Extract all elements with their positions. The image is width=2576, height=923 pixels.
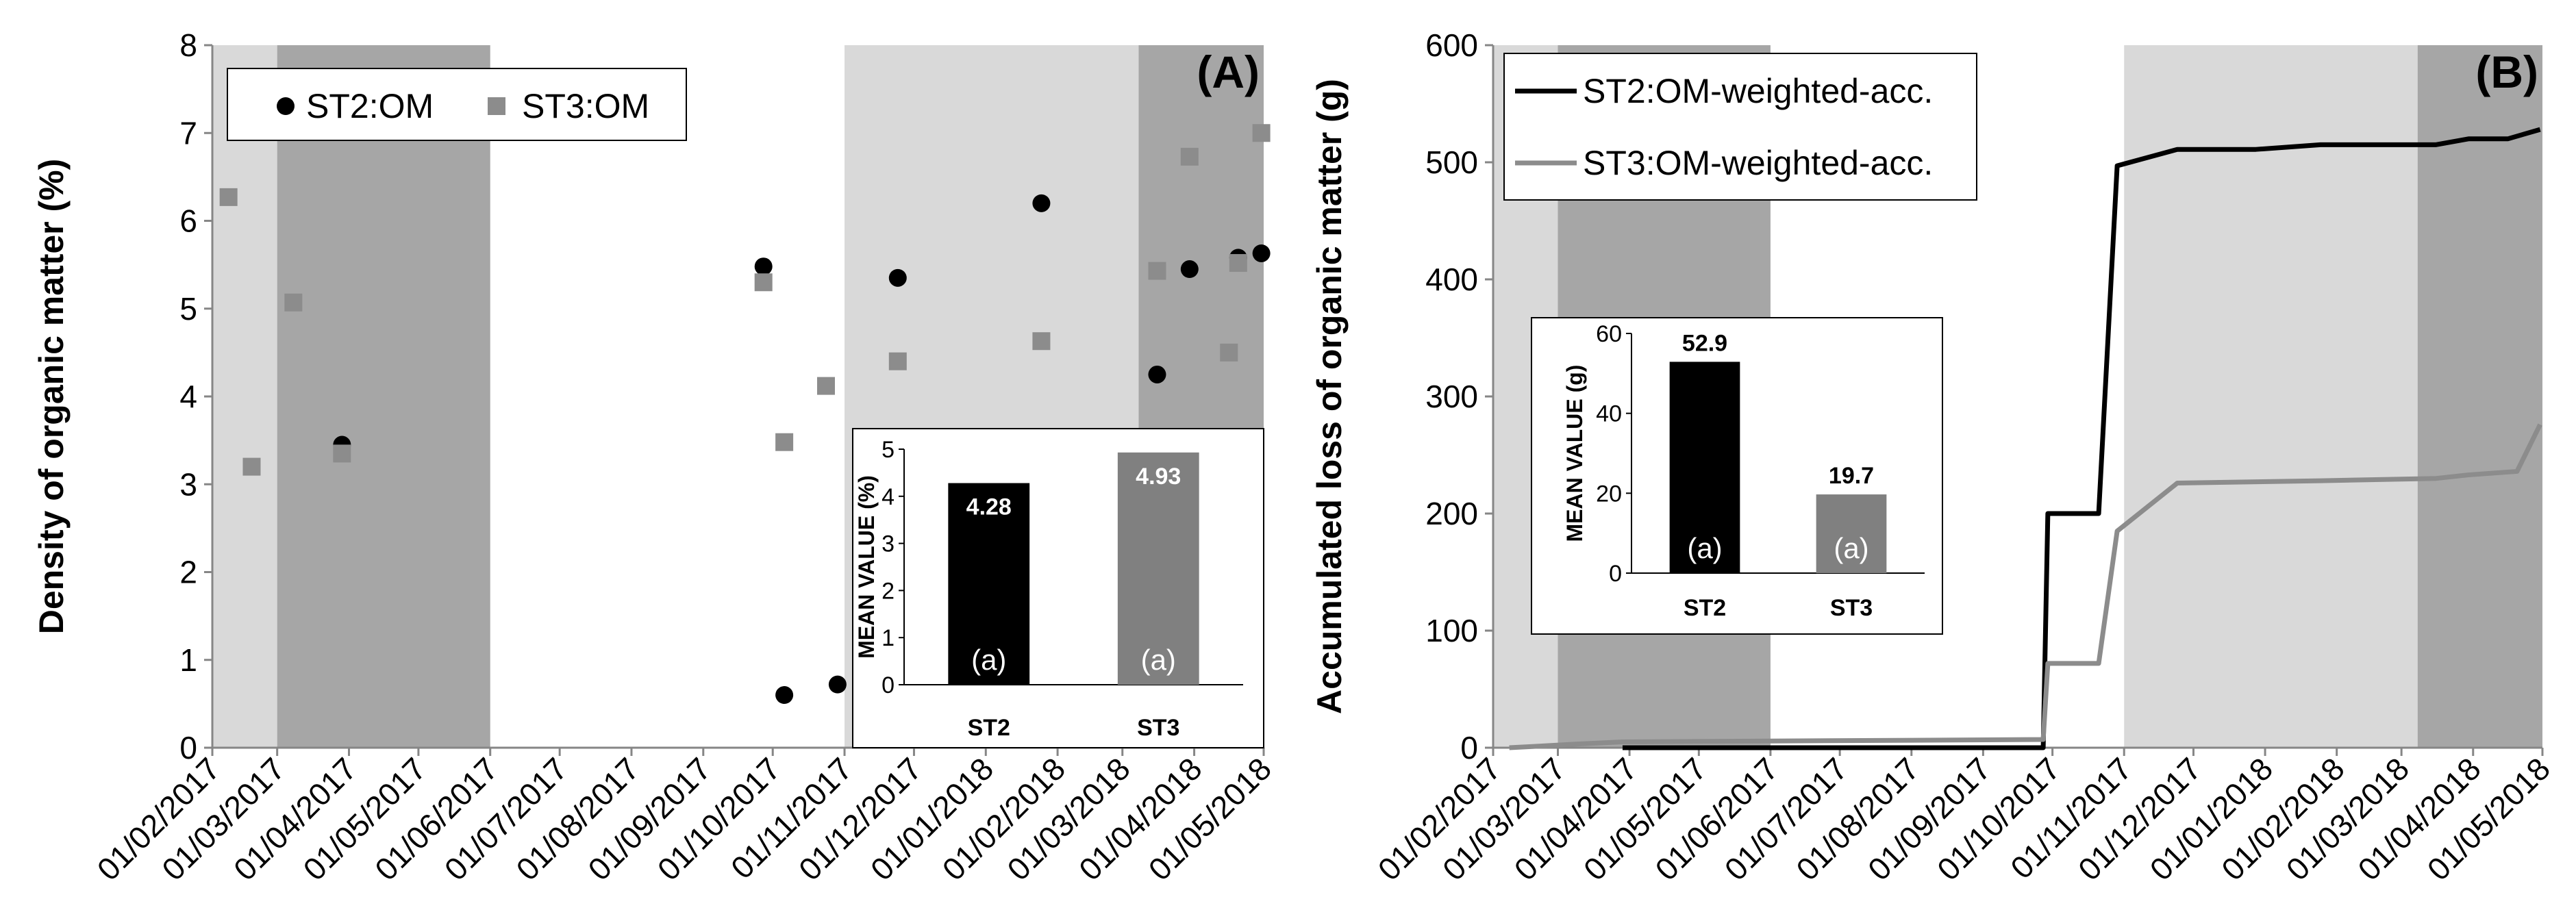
panel-label: (A) [1197,47,1260,97]
y-tick-label: 3 [179,466,197,502]
inset-bar-chart: 0 20 40 60 MEAN VALUE (g) 52.9 (a) ST2 19.7 (a) ST… [1531,317,1943,635]
y-axis-title: Density of organic matter (%) [32,159,71,635]
inset-y-tick-label: 0 [881,672,895,698]
inset-bar-st2 [1669,362,1740,573]
legend-marker-st3 [488,97,505,115]
inset-category-st3: ST3 [1137,715,1179,741]
y-axis-title: Accumulated loss of organic matter (g) [1310,79,1349,714]
y-tick-label: 6 [179,203,197,239]
data-point-st3 [1180,147,1199,166]
series-line-st3 [1509,423,2542,750]
legend-label-st2: ST2:OM [306,87,434,125]
chart-panel-a: 01234567801/02/201701/03/201701/04/20170… [32,27,1278,887]
data-point-st2 [1032,194,1051,212]
inset-y-tick-label: 5 [881,437,895,463]
legend: ST2:OM ST3:OM [227,68,687,141]
data-point-st3 [219,188,238,206]
y-tick-label: 5 [179,291,197,327]
inset-y-tick-label: 20 [1596,481,1622,507]
inset-y-tick-label: 0 [1609,561,1622,587]
y-tick-label: 500 [1425,144,1478,180]
inset-box [852,428,1264,748]
inset-y-axis-title: MEAN VALUE (g) [1562,365,1587,542]
inset-significance-st2: (a) [1687,532,1722,564]
inset-y-tick-label: 1 [881,625,895,651]
data-point-st3 [888,352,907,370]
data-point-st2 [1180,260,1199,279]
y-tick-label: 0 [179,730,197,766]
y-tick-label: 8 [179,27,197,63]
data-point-st2 [828,675,847,694]
y-tick-label: 7 [179,115,197,151]
y-tick-label: 0 [1460,730,1478,766]
inset-y-axis-title: MEAN VALUE (%) [854,475,879,659]
shaded-period [2417,45,2542,748]
chart-panel-b: 010020030040050060001/02/201701/03/20170… [1310,27,2557,887]
legend-label-st3: ST3:OM [522,87,649,125]
y-tick-label: 400 [1425,262,1478,297]
inset-bar-st3 [1117,452,1199,685]
inset-value-label-st2: 52.9 [1682,330,1727,356]
data-point-st3 [284,293,303,312]
inset-y-tick-label: 40 [1596,401,1622,427]
legend-marker-st2 [277,97,295,115]
data-point-st2 [1252,244,1271,262]
data-point-st3 [816,377,835,395]
shaded-period [212,45,277,748]
data-point-st3 [1220,343,1238,362]
data-point-st3 [1229,254,1247,273]
data-point-st2 [888,268,907,287]
y-tick-label: 600 [1425,27,1478,63]
data-point-st3 [242,457,261,476]
y-tick-label: 2 [179,555,197,590]
legend-box [227,68,687,141]
inset-value-label-st3: 4.93 [1136,464,1181,490]
inset-y-tick-label: 60 [1596,321,1622,347]
inset-significance-st3: (a) [1834,532,1868,564]
y-tick-label: 300 [1425,379,1478,414]
data-point-st3 [1148,262,1166,280]
y-tick-label: 4 [179,379,197,414]
y-tick-label: 1 [179,642,197,678]
data-point-st2 [1148,365,1166,383]
series-line-st2 [1622,127,2541,750]
legend: ST2:OM-weighted-acc. ST3:OM-weighted-acc. [1503,53,1977,201]
shaded-period [2124,45,2418,748]
legend-label-st2: ST2:OM-weighted-acc. [1583,72,1933,110]
data-point-st2 [754,257,773,276]
data-point-st2 [775,686,794,705]
data-point-st3 [775,433,794,451]
inset-y-tick-label: 2 [881,578,895,604]
inset-significance-st3: (a) [1141,644,1176,676]
y-tick-label: 200 [1425,496,1478,531]
inset-bar-st2 [948,483,1030,685]
inset-y-tick-label: 3 [881,531,895,557]
data-point-st3 [333,444,351,463]
panel-label: (B) [2475,47,2538,97]
legend-box [1503,53,1977,201]
inset-y-tick-label: 4 [881,484,895,510]
shaded-period [277,45,490,748]
inset-category-st2: ST2 [1684,595,1726,621]
inset-category-st2: ST2 [968,715,1010,741]
y-tick-label: 100 [1425,613,1478,648]
legend-label-st3: ST3:OM-weighted-acc. [1583,144,1933,182]
inset-bar-st3 [1816,494,1887,573]
data-point-st3 [1032,332,1051,351]
inset-value-label-st3: 19.7 [1829,463,1874,489]
data-point-st3 [754,273,773,292]
inset-category-st3: ST3 [1830,595,1873,621]
inset-significance-st2: (a) [971,644,1006,676]
data-point-st3 [1252,124,1271,142]
inset-value-label-st2: 4.28 [966,494,1012,520]
